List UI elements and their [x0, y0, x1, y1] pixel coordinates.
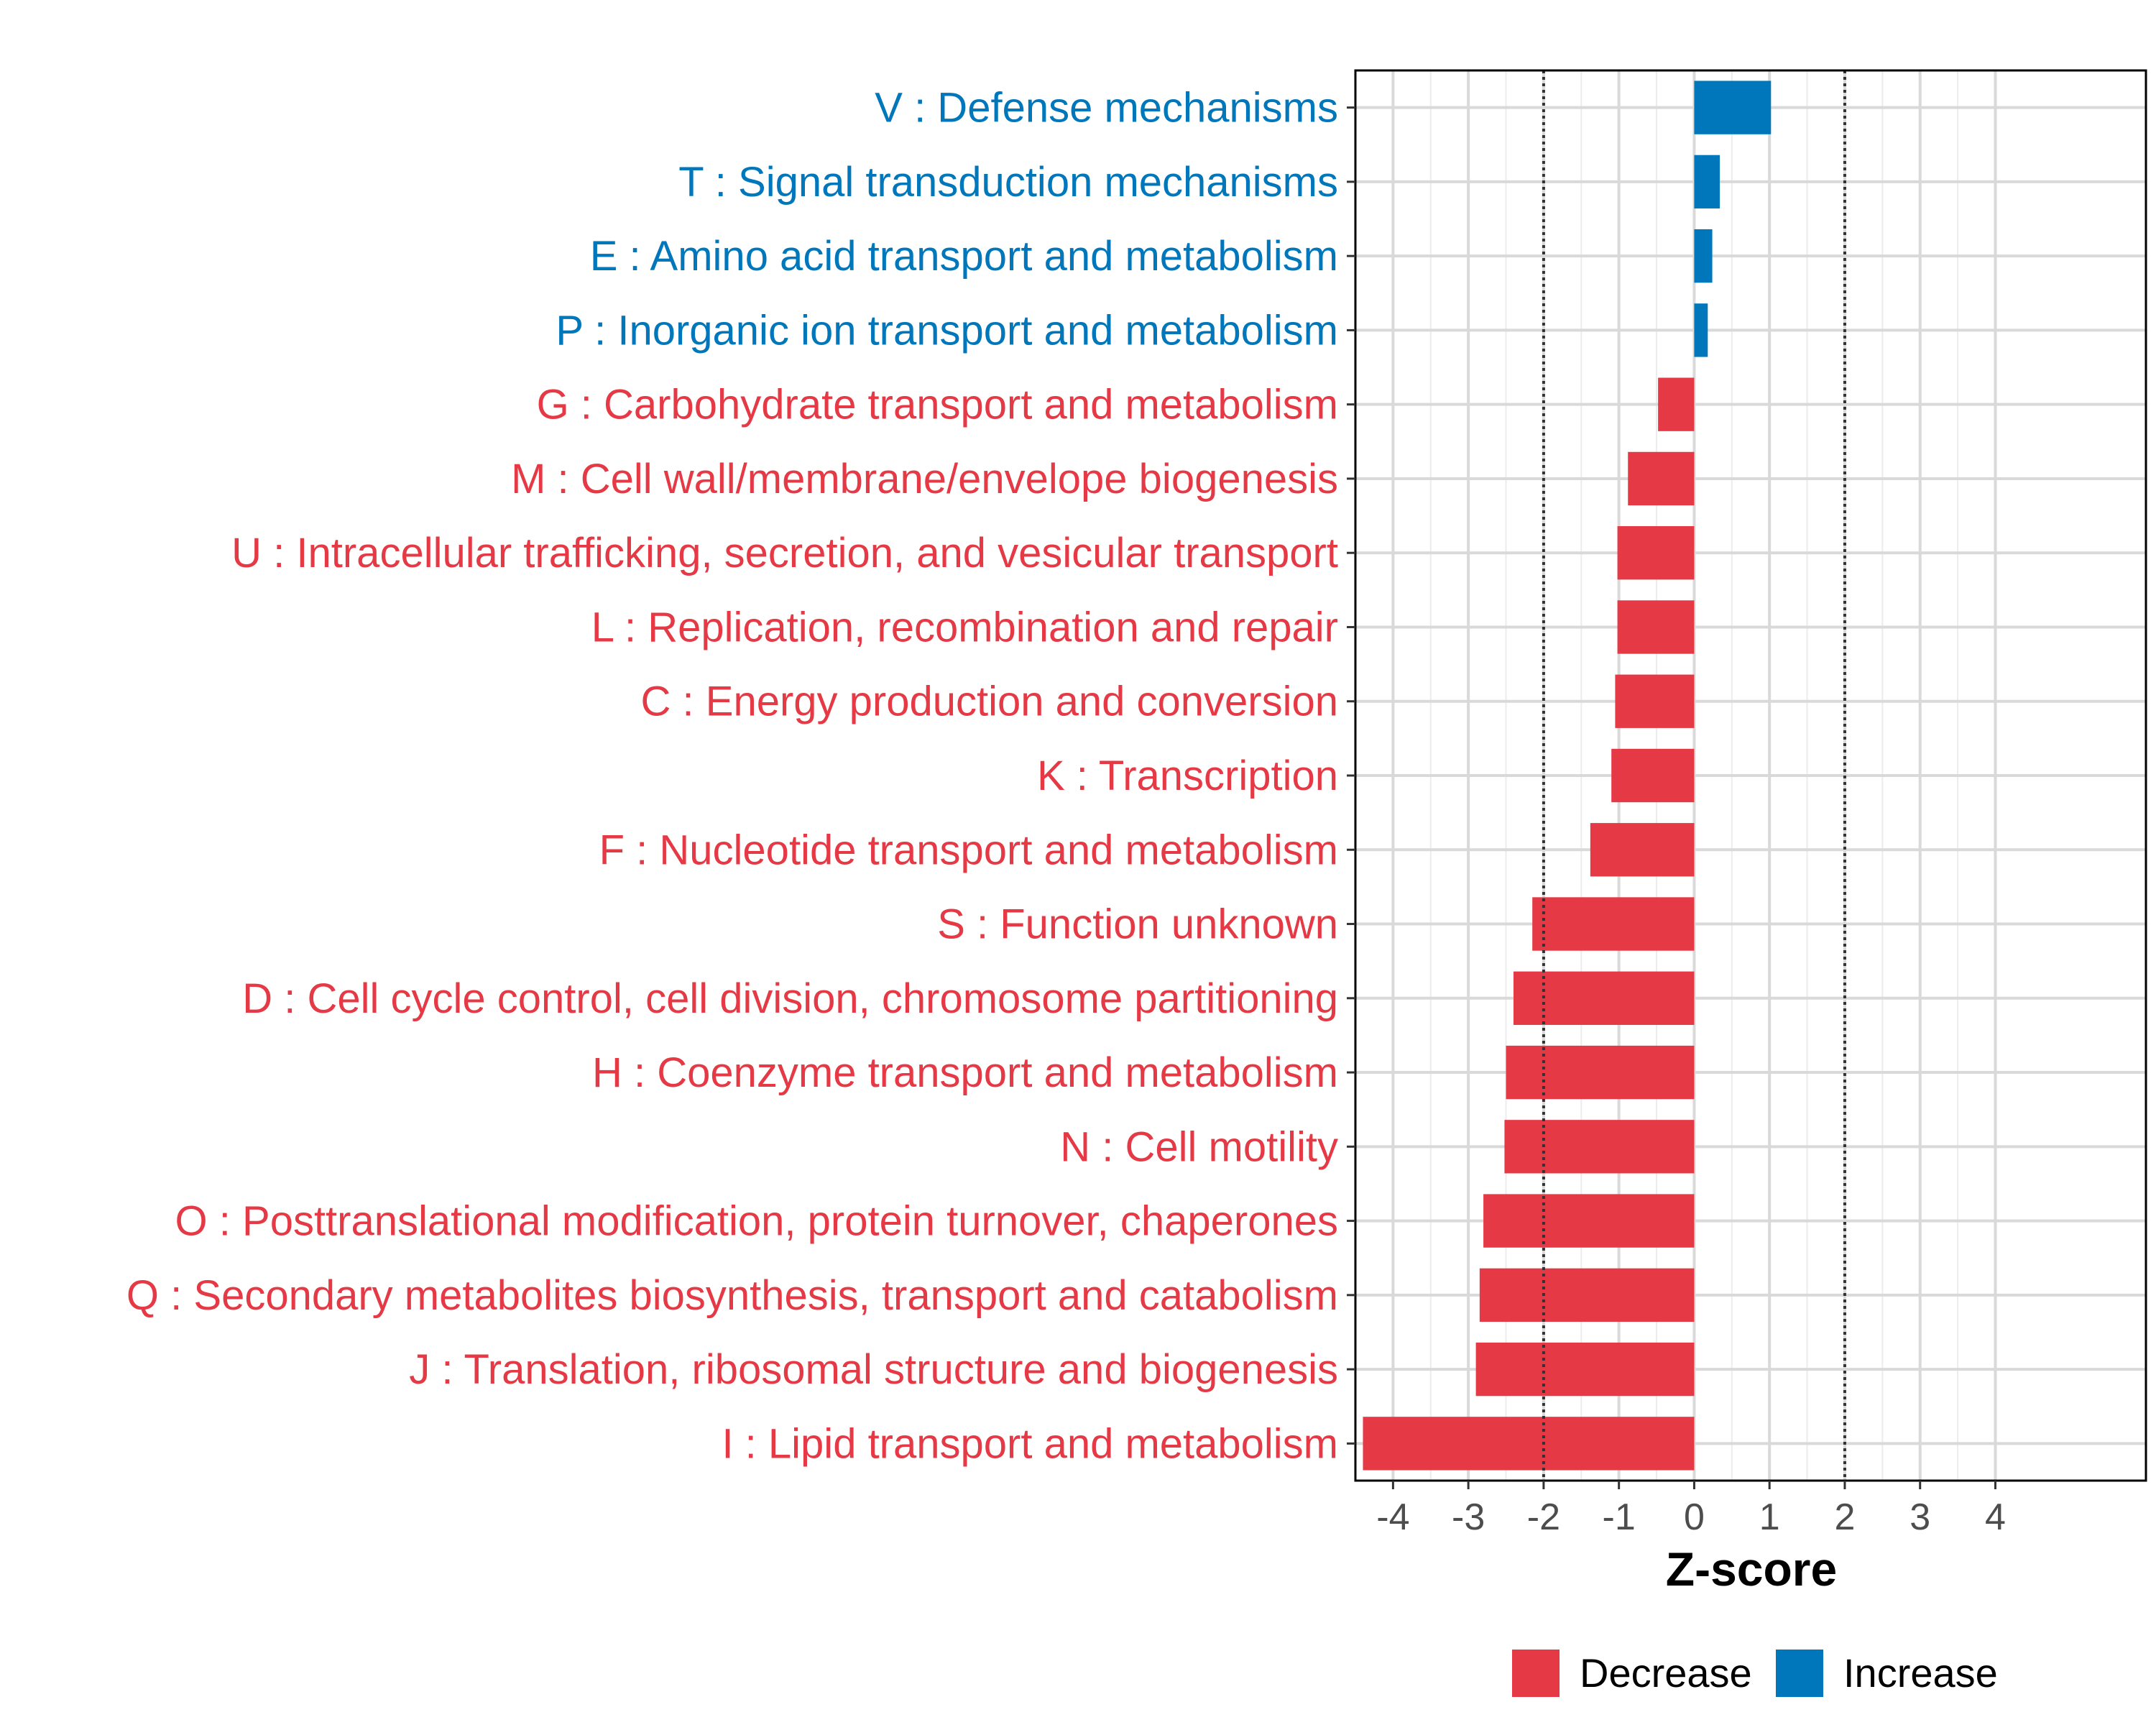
bar-m — [1628, 451, 1695, 506]
bars — [1363, 80, 1772, 1471]
bar-o — [1483, 1194, 1695, 1248]
bar-e — [1694, 229, 1713, 283]
bar-u — [1617, 526, 1695, 580]
bar-i — [1363, 1417, 1695, 1471]
bar-j — [1475, 1342, 1695, 1397]
legend-swatch-decrease — [1512, 1650, 1560, 1697]
bar-k — [1611, 748, 1695, 803]
category-label: V : Defense mechanisms — [875, 85, 1338, 132]
category-label: L : Replication, recombination and repai… — [591, 604, 1338, 650]
bar-d — [1514, 971, 1695, 1025]
legend-label-decrease: Decrease — [1580, 1650, 1752, 1696]
category-label: C : Energy production and conversion — [641, 678, 1338, 725]
x-tick-label: 3 — [1909, 1496, 1930, 1538]
bar-n — [1504, 1120, 1695, 1174]
category-label: E : Amino acid transport and metabolism — [590, 233, 1338, 280]
category-label: T : Signal transduction mechanisms — [678, 159, 1338, 206]
category-label: K : Transcription — [1037, 753, 1338, 799]
category-label: F : Nucleotide transport and metabolism — [599, 827, 1338, 873]
bar-t — [1694, 155, 1720, 209]
bar-s — [1532, 897, 1695, 951]
grid-lines — [1355, 70, 2146, 1481]
category-label: S : Function unknown — [937, 901, 1338, 948]
x-tick-label: -2 — [1527, 1496, 1560, 1538]
bar-p — [1694, 303, 1708, 357]
bar-l — [1617, 600, 1695, 654]
bar-g — [1658, 377, 1695, 431]
x-tick-label: 0 — [1684, 1496, 1705, 1538]
reference-lines — [1542, 70, 1846, 1481]
category-label: Q : Secondary metabolites biosynthesis, … — [126, 1272, 1338, 1319]
x-tick-label: 2 — [1834, 1496, 1855, 1538]
bar-f — [1590, 823, 1695, 877]
category-label: D : Cell cycle control, cell division, c… — [242, 975, 1338, 1022]
category-label: G : Carbohydrate transport and metabolis… — [537, 382, 1338, 428]
bar-c — [1615, 674, 1695, 728]
category-label: M : Cell wall/membrane/envelope biogenes… — [511, 456, 1338, 502]
x-axis-ticks: -4 -3 -2 -1 0 1 2 3 4 — [1376, 1481, 2006, 1538]
x-tick-label: -3 — [1452, 1496, 1485, 1538]
category-label: P : Inorganic ion transport and metaboli… — [556, 307, 1338, 354]
y-axis-ticks: V : Defense mechanisms T : Signal transdu… — [126, 85, 1355, 1467]
x-axis-title: Z-score — [1666, 1542, 1837, 1596]
category-label: H : Coenzyme transport and metabolism — [592, 1049, 1338, 1096]
legend-label-increase: Increase — [1843, 1650, 1998, 1696]
category-label: J : Translation, ribosomal structure and… — [409, 1346, 1338, 1393]
bar-h — [1506, 1045, 1695, 1100]
category-label: I : Lipid transport and metabolism — [722, 1420, 1338, 1467]
category-label: N : Cell motility — [1060, 1123, 1338, 1170]
legend-swatch-increase — [1776, 1650, 1823, 1697]
category-label: O : Posttranslational modification, prot… — [175, 1198, 1338, 1245]
legend: Decrease Increase — [1512, 1650, 1998, 1697]
x-tick-label: 1 — [1759, 1496, 1780, 1538]
bar-v — [1694, 80, 1772, 134]
category-label: U : Intracellular trafficking, secretion… — [231, 530, 1338, 576]
x-tick-label: 4 — [1985, 1496, 2006, 1538]
x-tick-label: -4 — [1376, 1496, 1409, 1538]
bar-q — [1479, 1268, 1695, 1322]
x-tick-label: -1 — [1603, 1496, 1636, 1538]
